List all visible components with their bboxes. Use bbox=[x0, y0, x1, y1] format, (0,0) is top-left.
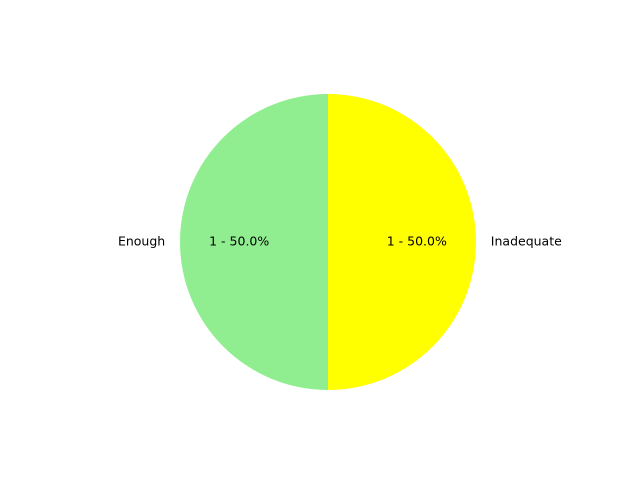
pie-slice-inadequate bbox=[328, 94, 476, 390]
slice-percent-label-enough: 1 - 50.0% bbox=[209, 234, 269, 249]
slice-label-inadequate: Inadequate bbox=[491, 234, 562, 249]
pie-slice-enough bbox=[180, 94, 328, 390]
slice-label-enough: Enough bbox=[118, 234, 165, 249]
slice-percent-label-inadequate: 1 - 50.0% bbox=[387, 234, 447, 249]
